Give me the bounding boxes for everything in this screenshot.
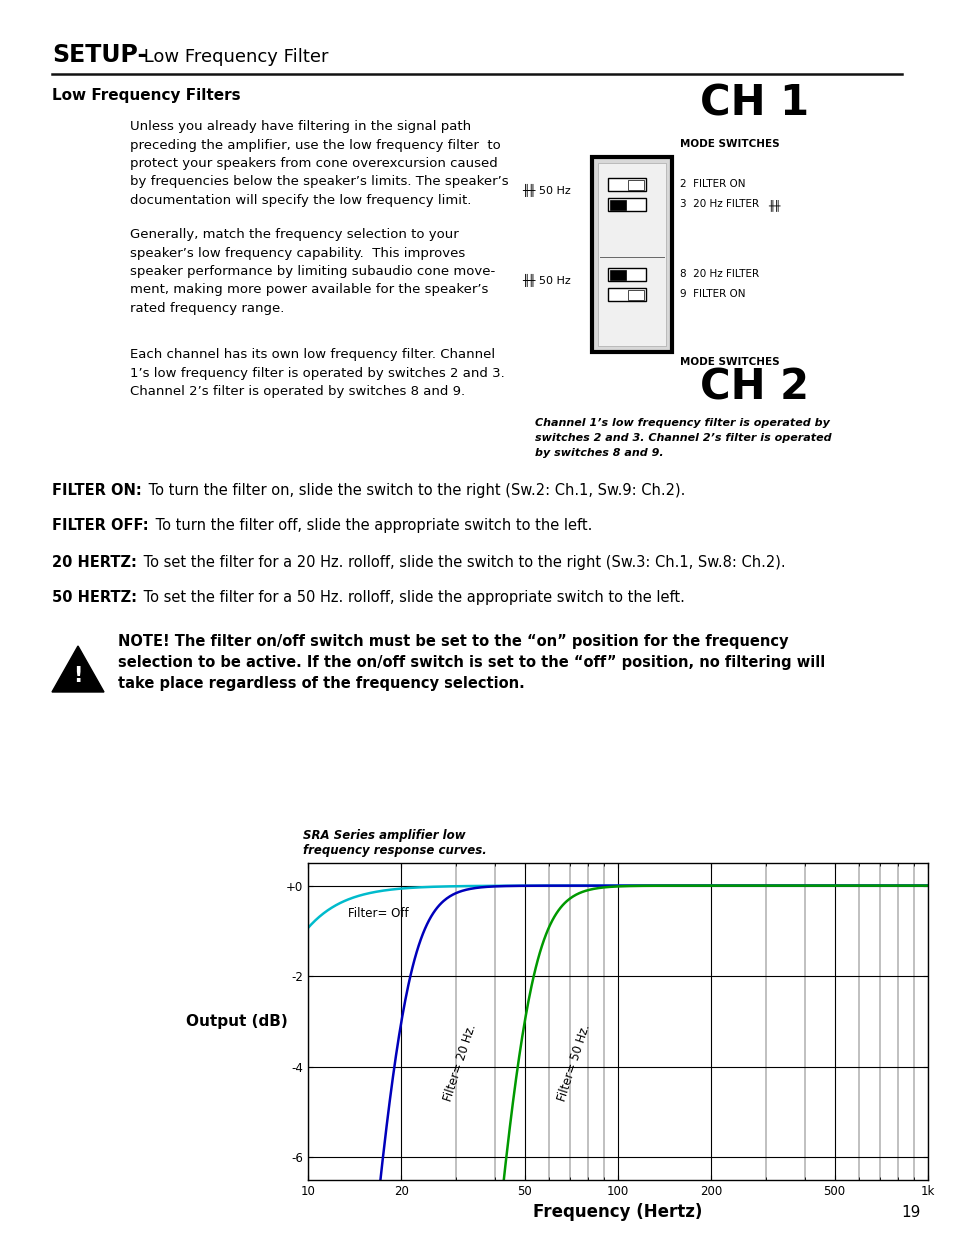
Text: CH 2: CH 2 [700, 367, 808, 409]
Text: To set the filter for a 50 Hz. rolloff, slide the appropriate switch to the left: To set the filter for a 50 Hz. rolloff, … [139, 590, 684, 605]
Text: 8  20 Hz FILTER: 8 20 Hz FILTER [679, 269, 759, 279]
Text: To turn the filter on, slide the switch to the right (Sw.2: Ch.1, Sw.9: Ch.2).: To turn the filter on, slide the switch … [144, 483, 684, 498]
FancyBboxPatch shape [627, 289, 643, 300]
Text: To set the filter for a 20 Hz. rolloff, slide the switch to the right (Sw.3: Ch.: To set the filter for a 20 Hz. rolloff, … [139, 555, 784, 571]
FancyBboxPatch shape [607, 198, 645, 211]
Text: 2  FILTER ON: 2 FILTER ON [679, 179, 744, 189]
X-axis label: Frequency (Hertz): Frequency (Hertz) [533, 1203, 702, 1221]
Text: Low Frequency Filter: Low Frequency Filter [138, 48, 328, 65]
Text: 50 HERTZ:: 50 HERTZ: [52, 590, 137, 605]
Text: ╫╫ 50 Hz: ╫╫ 50 Hz [521, 184, 570, 196]
Text: Filter= 50 Hz.: Filter= 50 Hz. [556, 1023, 593, 1103]
Text: FILTER ON:: FILTER ON: [52, 483, 142, 498]
Text: 20 HERTZ:: 20 HERTZ: [52, 555, 136, 571]
Text: CH 1: CH 1 [700, 82, 808, 124]
Text: SETUP-: SETUP- [52, 43, 147, 67]
Text: Filter= 20 Hz.: Filter= 20 Hz. [441, 1023, 478, 1103]
Text: 3  20 Hz FILTER: 3 20 Hz FILTER [679, 199, 759, 209]
Text: To turn the filter off, slide the appropriate switch to the left.: To turn the filter off, slide the approp… [151, 517, 592, 534]
Text: Each channel has its own low frequency filter. Channel
1’s low frequency filter : Each channel has its own low frequency f… [130, 348, 504, 398]
Text: SRA Series amplifier low
frequency response curves.: SRA Series amplifier low frequency respo… [303, 829, 486, 857]
FancyBboxPatch shape [607, 178, 645, 191]
Text: Unless you already have filtering in the signal path
preceding the amplifier, us: Unless you already have filtering in the… [130, 120, 508, 207]
FancyBboxPatch shape [607, 268, 645, 282]
Text: Generally, match the frequency selection to your
speaker’s low frequency capabil: Generally, match the frequency selection… [130, 228, 495, 315]
FancyBboxPatch shape [627, 179, 643, 189]
Text: Filter= Off: Filter= Off [348, 906, 409, 920]
FancyBboxPatch shape [607, 288, 645, 301]
Text: NOTE! The filter on/off switch must be set to the “on” position for the frequenc: NOTE! The filter on/off switch must be s… [118, 634, 824, 692]
Text: !: ! [73, 666, 83, 685]
Text: Channel 1’s low frequency filter is operated by
switches 2 and 3. Channel 2’s fi: Channel 1’s low frequency filter is oper… [535, 417, 831, 458]
Text: ╫╫ 50 Hz: ╫╫ 50 Hz [521, 273, 570, 287]
FancyBboxPatch shape [592, 157, 671, 352]
Polygon shape [52, 646, 104, 692]
FancyBboxPatch shape [609, 269, 625, 279]
Text: FILTER OFF:: FILTER OFF: [52, 517, 149, 534]
Text: MODE SWITCHES: MODE SWITCHES [679, 140, 779, 149]
Text: 19: 19 [901, 1205, 920, 1220]
FancyBboxPatch shape [609, 200, 625, 210]
Text: 9  FILTER ON: 9 FILTER ON [679, 289, 744, 299]
Text: ╫╫: ╫╫ [767, 199, 780, 211]
Text: Low Frequency Filters: Low Frequency Filters [52, 88, 240, 103]
Text: Output (dB): Output (dB) [186, 1014, 287, 1029]
Text: MODE SWITCHES: MODE SWITCHES [679, 357, 779, 367]
FancyBboxPatch shape [598, 163, 665, 346]
